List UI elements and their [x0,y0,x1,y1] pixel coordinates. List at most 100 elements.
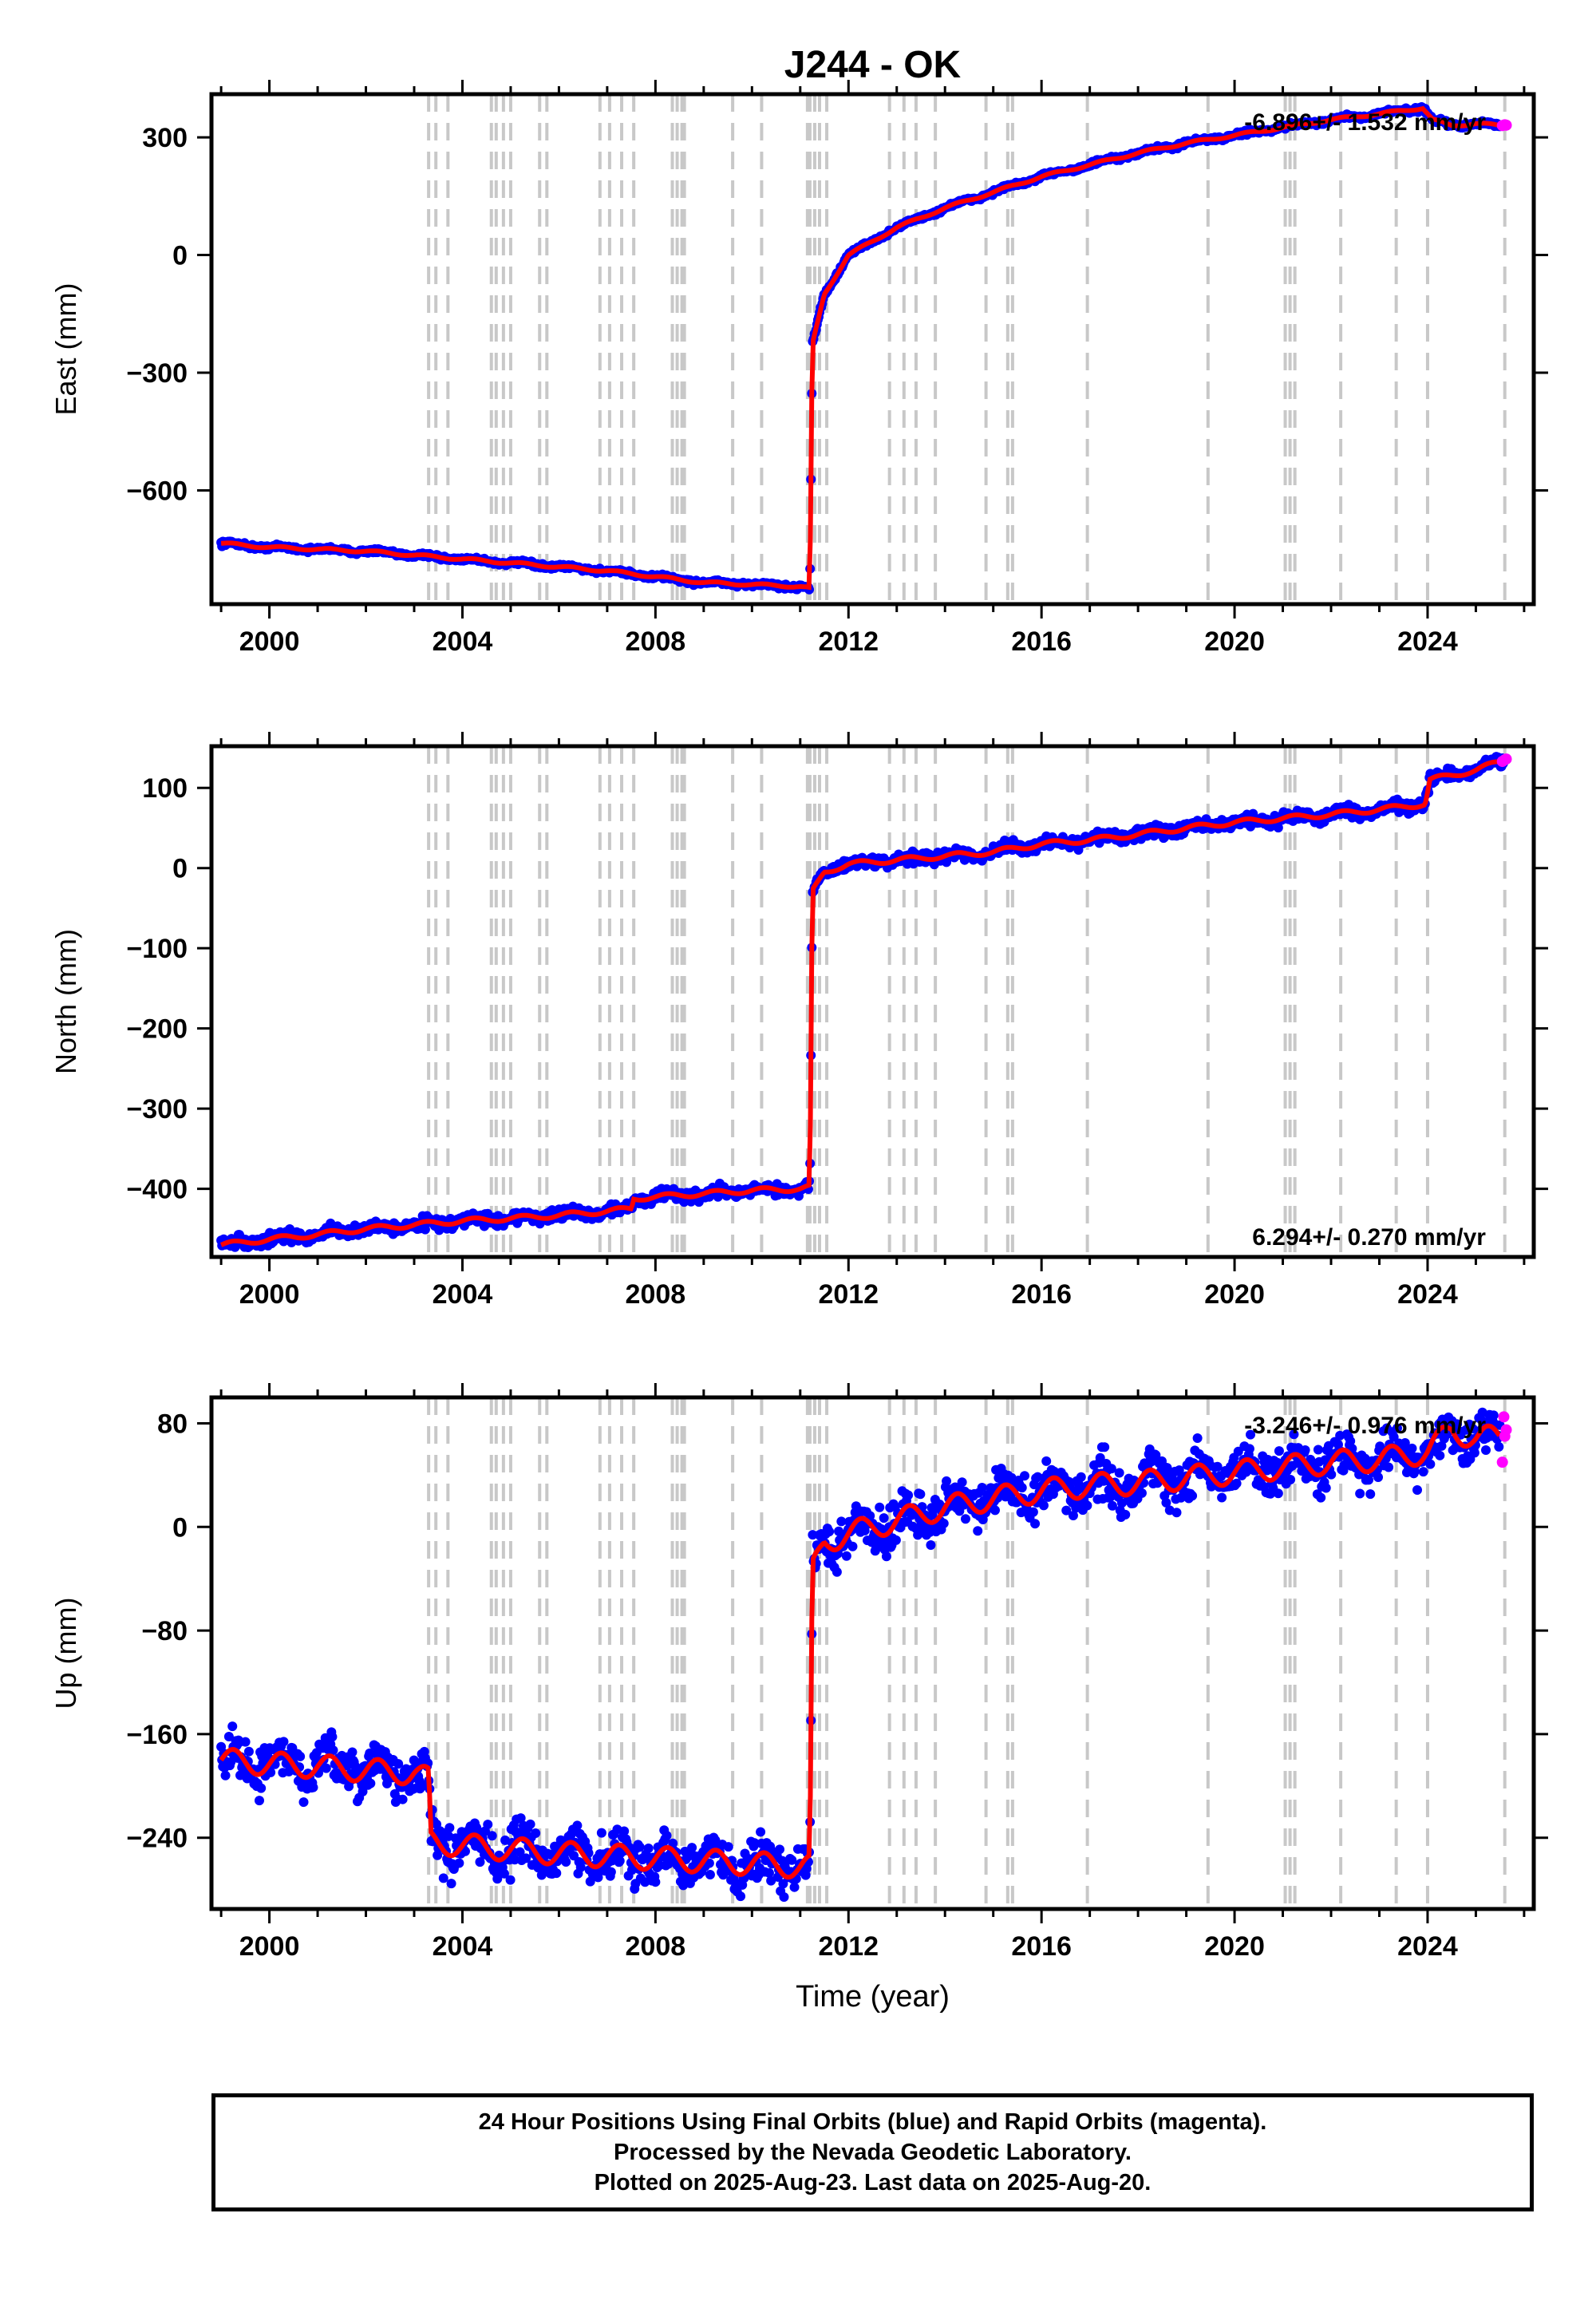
data-point [1300,1445,1310,1456]
data-point [668,1838,678,1848]
rapid-orbit-points [1496,119,1512,132]
data-point [1400,1438,1410,1448]
data-point [295,1751,306,1761]
x-axis-label: Time (year) [796,1980,950,2014]
footer-line-3: Plotted on 2025-Aug-23. Last data on 202… [594,2170,1152,2195]
data-point [749,1838,760,1848]
data-point [1407,1443,1417,1453]
data-point [764,1867,774,1878]
data-point [891,1535,901,1545]
data-point [704,1858,714,1868]
y-tick-label: −300 [126,358,188,389]
data-point [279,1737,289,1747]
data-point [957,1477,967,1488]
data-point [328,1745,338,1756]
data-point [1217,1492,1227,1503]
plot-frame [209,744,1536,1259]
data-point [990,1505,1000,1516]
data-point [1488,1410,1499,1421]
data-point [531,1828,541,1838]
y-tick-label: −240 [126,1824,188,1854]
data-point [561,1857,571,1867]
data-point [1174,1465,1184,1476]
data-point [1425,1459,1436,1469]
panel-3: 2000 2004 2008 2012 2016 2020 2024−240−160−800… [49,1383,1548,1962]
y-tick-label: −80 [141,1616,188,1646]
data-point [505,1875,516,1885]
data-point [1041,1456,1052,1466]
data-point [778,1879,788,1889]
data-point [434,1225,444,1235]
data-point [321,1763,331,1773]
data-point [1161,1497,1171,1508]
x-tick-label: 2008 [626,1931,686,1962]
data-point [446,1879,456,1889]
data-point [1365,1489,1376,1500]
data-point [1231,1478,1242,1488]
y-tick-label: 80 [157,1409,188,1439]
x-tick-label: 2024 [1397,1931,1458,1962]
data-point [1274,1446,1284,1456]
plot-frame [209,1395,1536,1911]
data-point [775,1844,785,1855]
data-point [475,1857,485,1867]
data-point [487,1831,497,1841]
data-point [1273,1488,1283,1499]
data-point [1017,1483,1027,1493]
data-point [1151,1450,1161,1460]
data-point [614,1856,625,1866]
data-point [1068,1510,1078,1520]
chart-title: J244 - OK [784,44,962,86]
final-orbit-points [216,752,1509,1253]
x-tick-label: 2024 [1397,626,1458,657]
data-point [1313,1445,1323,1455]
model-line [220,105,1500,591]
data-point [1076,1472,1086,1482]
data-point [841,1551,851,1561]
data-point [492,1874,503,1884]
data-point [1212,1461,1223,1472]
data-point [927,1510,938,1520]
data-point [483,1820,493,1830]
data-point [859,1525,870,1535]
data-point [551,1868,562,1879]
data-point [1028,1507,1038,1517]
panel-1: 2000 2004 2008 2012 2016 2020 2024−600−3000300… [49,80,1548,657]
data-point [836,1516,847,1527]
x-axis: 2000 2004 2008 2012 2016 2020 2024 [219,80,1526,657]
data-point [433,1850,443,1860]
rapid-point [1500,119,1512,131]
y-axis-label: North (mm) [49,929,82,1074]
data-point [256,1783,267,1793]
x-tick-label: 2016 [1011,1279,1072,1310]
data-point [1373,1472,1384,1483]
x-tick-label: 2000 [239,1279,300,1310]
data-point [1082,1500,1092,1511]
data-point [705,1870,715,1880]
data-point [875,1502,885,1512]
data-point [510,1855,520,1865]
data-point [1114,1468,1124,1478]
y-axis-label: Up (mm) [49,1598,82,1709]
data-point [977,1482,987,1492]
data-point [779,1891,789,1902]
x-tick-label: 2000 [239,626,300,657]
data-point [1244,1444,1254,1454]
data-point [824,1527,835,1537]
x-tick-label: 2020 [1204,1931,1265,1962]
data-point [1136,1488,1147,1498]
data-point [879,1513,889,1524]
y-axis-label: East (mm) [49,283,82,416]
rapid-orbit-points [1496,1411,1512,1468]
data-point [516,1813,526,1824]
data-point [1412,1484,1423,1495]
data-point [832,1567,842,1577]
data-point [1452,1419,1463,1429]
data-point [634,1842,645,1852]
data-point [1171,1508,1182,1518]
data-point [1246,1429,1256,1440]
footer-line-1: 24 Hour Positions Using Final Orbits (bl… [478,2109,1267,2135]
